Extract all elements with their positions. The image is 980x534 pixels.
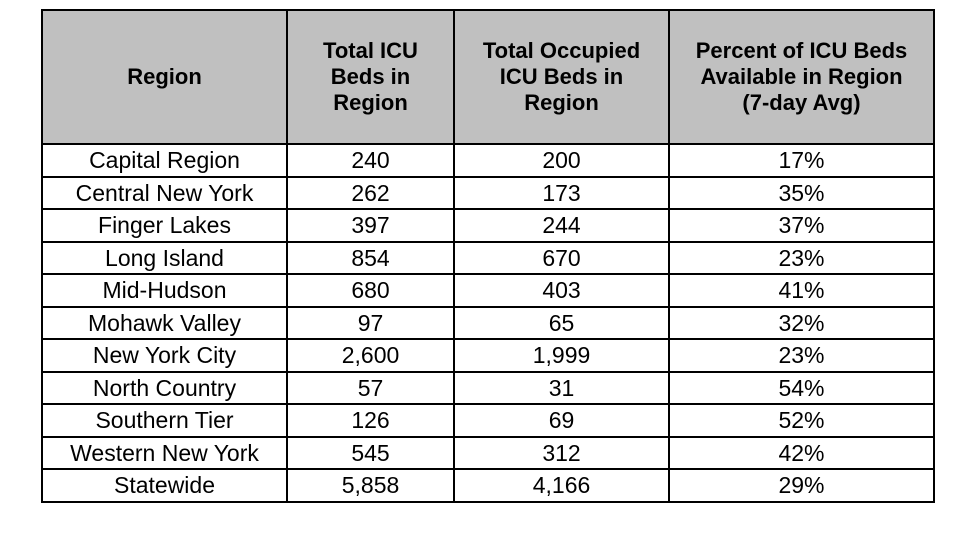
cell-region: Long Island [41, 240, 288, 275]
header-total-occupied-icu-beds: Total Occupied ICU Beds in Region [453, 9, 670, 145]
cell-percent-available: 17% [668, 143, 935, 178]
cell-total-beds: 5,858 [286, 468, 455, 503]
cell-occupied-beds: 4,166 [453, 468, 670, 503]
cell-percent-available: 41% [668, 273, 935, 308]
cell-occupied-beds: 244 [453, 208, 670, 243]
cell-total-beds: 126 [286, 403, 455, 438]
cell-occupied-beds: 670 [453, 240, 670, 275]
cell-percent-available: 52% [668, 403, 935, 438]
cell-region: New York City [41, 338, 288, 373]
cell-total-beds: 240 [286, 143, 455, 178]
cell-occupied-beds: 1,999 [453, 338, 670, 373]
cell-occupied-beds: 173 [453, 175, 670, 210]
cell-occupied-beds: 69 [453, 403, 670, 438]
cell-percent-available: 23% [668, 240, 935, 275]
cell-occupied-beds: 403 [453, 273, 670, 308]
cell-region: Central New York [41, 175, 288, 210]
table-row: North Country 57 31 54% [41, 370, 935, 405]
cell-percent-available: 29% [668, 468, 935, 503]
cell-percent-available: 32% [668, 305, 935, 340]
cell-region: Mid-Hudson [41, 273, 288, 308]
header-region: Region [41, 9, 288, 145]
cell-region: Western New York [41, 435, 288, 470]
cell-occupied-beds: 31 [453, 370, 670, 405]
table-row: New York City 2,600 1,999 23% [41, 338, 935, 373]
cell-percent-available: 54% [668, 370, 935, 405]
cell-region: Mohawk Valley [41, 305, 288, 340]
table-row: Central New York 262 173 35% [41, 175, 935, 210]
header-total-icu-beds: Total ICU Beds in Region [286, 9, 455, 145]
icu-beds-table: Region Total ICU Beds in Region Total Oc… [41, 9, 935, 503]
cell-total-beds: 397 [286, 208, 455, 243]
cell-total-beds: 262 [286, 175, 455, 210]
cell-occupied-beds: 312 [453, 435, 670, 470]
header-percent-icu-beds-available: Percent of ICU Beds Available in Region … [668, 9, 935, 145]
cell-region: Finger Lakes [41, 208, 288, 243]
table-row: Mohawk Valley 97 65 32% [41, 305, 935, 340]
header-row: Region Total ICU Beds in Region Total Oc… [41, 9, 935, 145]
cell-occupied-beds: 200 [453, 143, 670, 178]
table-row: Western New York 545 312 42% [41, 435, 935, 470]
cell-total-beds: 545 [286, 435, 455, 470]
cell-total-beds: 97 [286, 305, 455, 340]
cell-percent-available: 42% [668, 435, 935, 470]
table-row-statewide: Statewide 5,858 4,166 29% [41, 468, 935, 503]
table-row: Mid-Hudson 680 403 41% [41, 273, 935, 308]
cell-region: Statewide [41, 468, 288, 503]
table-row: Capital Region 240 200 17% [41, 143, 935, 178]
cell-percent-available: 23% [668, 338, 935, 373]
cell-percent-available: 37% [668, 208, 935, 243]
table-row: Finger Lakes 397 244 37% [41, 208, 935, 243]
cell-total-beds: 57 [286, 370, 455, 405]
cell-region: Southern Tier [41, 403, 288, 438]
cell-total-beds: 2,600 [286, 338, 455, 373]
cell-region: Capital Region [41, 143, 288, 178]
cell-region: North Country [41, 370, 288, 405]
table-row: Southern Tier 126 69 52% [41, 403, 935, 438]
cell-occupied-beds: 65 [453, 305, 670, 340]
cell-percent-available: 35% [668, 175, 935, 210]
cell-total-beds: 680 [286, 273, 455, 308]
table-row: Long Island 854 670 23% [41, 240, 935, 275]
cell-total-beds: 854 [286, 240, 455, 275]
